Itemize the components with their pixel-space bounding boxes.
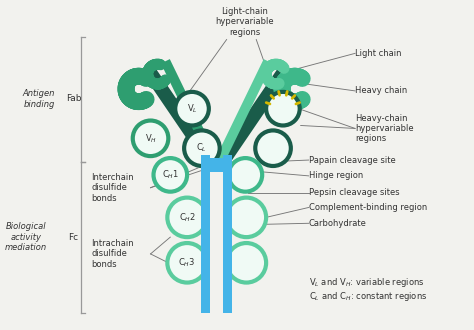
Circle shape	[228, 158, 262, 192]
Circle shape	[154, 158, 187, 192]
Text: Antigen
binding: Antigen binding	[23, 89, 55, 109]
Circle shape	[133, 120, 168, 156]
Circle shape	[175, 92, 209, 125]
Polygon shape	[145, 69, 218, 167]
Bar	[223, 155, 232, 313]
Text: C$_H$1: C$_H$1	[162, 169, 179, 181]
Bar	[201, 155, 210, 313]
Text: V$_H$: V$_H$	[145, 132, 156, 145]
Text: Biological
activity
mediation: Biological activity mediation	[5, 222, 47, 252]
Circle shape	[167, 243, 207, 282]
Text: V$_L$: V$_L$	[187, 102, 197, 115]
Text: V$_L$ and V$_H$: variable regions: V$_L$ and V$_H$: variable regions	[309, 276, 424, 289]
Text: Fab: Fab	[66, 94, 81, 103]
Text: Hinge region: Hinge region	[309, 171, 363, 181]
Bar	[223, 155, 232, 313]
Text: Interchain
disulfide
bonds: Interchain disulfide bonds	[91, 173, 134, 203]
Circle shape	[167, 198, 207, 237]
Text: Light-chain
hypervariable
regions: Light-chain hypervariable regions	[215, 7, 273, 37]
Text: Pepsin cleavage sites: Pepsin cleavage sites	[309, 188, 399, 197]
Bar	[201, 155, 210, 313]
Text: C$_L$ and C$_H$: constant regions: C$_L$ and C$_H$: constant regions	[309, 290, 427, 303]
Text: Complement-binding region: Complement-binding region	[309, 203, 427, 212]
Text: Fc: Fc	[68, 233, 79, 242]
Polygon shape	[215, 59, 273, 163]
Text: Light chain: Light chain	[355, 49, 401, 58]
Circle shape	[255, 130, 291, 166]
Text: Papain cleavage site: Papain cleavage site	[309, 155, 395, 165]
Text: Intrachain
disulfide
bonds: Intrachain disulfide bonds	[91, 239, 134, 269]
Text: Heavy chain: Heavy chain	[355, 86, 407, 95]
Circle shape	[227, 243, 266, 282]
Text: Heavy-chain
hypervariable
regions: Heavy-chain hypervariable regions	[355, 114, 414, 143]
Text: C$_H$2: C$_H$2	[179, 211, 196, 224]
Bar	[201, 158, 232, 172]
Circle shape	[266, 92, 300, 125]
Text: C$_H$3: C$_H$3	[179, 256, 196, 269]
Polygon shape	[161, 59, 218, 163]
Text: Carbohydrate: Carbohydrate	[309, 219, 366, 228]
Text: C$_L$: C$_L$	[197, 142, 207, 154]
Polygon shape	[216, 69, 289, 167]
Circle shape	[184, 130, 219, 166]
Bar	[201, 158, 232, 172]
Circle shape	[227, 198, 266, 237]
